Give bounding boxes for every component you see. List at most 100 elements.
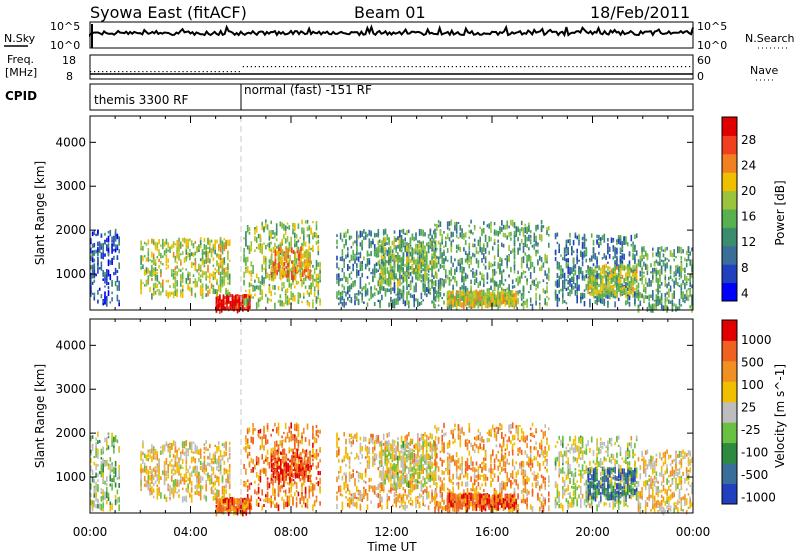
scatter-cell [100, 265, 103, 271]
scatter-cell [171, 464, 173, 468]
scatter-cell [354, 282, 356, 287]
scatter-cell [160, 269, 162, 274]
scatter-cell [248, 232, 251, 235]
scatter-cell [284, 238, 287, 244]
freq-trace [90, 66, 693, 75]
scatter-cell [259, 236, 262, 242]
freq-dot [685, 66, 687, 68]
scatter-cell [361, 297, 363, 301]
scatter-cell [422, 251, 424, 259]
scatter-cell [97, 229, 99, 234]
scatter-cell [580, 299, 582, 304]
scatter-cell [439, 292, 442, 297]
scatter-cell [422, 279, 424, 282]
scatter-cell [544, 298, 546, 305]
scatter-cell [140, 266, 142, 270]
scatter-cell [634, 245, 636, 252]
scatter-cell [644, 287, 647, 294]
scatter-cell [580, 250, 582, 257]
freq-dot [307, 66, 309, 68]
scatter-cell [499, 228, 501, 234]
scatter-cell [390, 287, 392, 295]
scatter-cell [632, 241, 634, 246]
scatter-cell [398, 279, 401, 286]
scatter-cell [486, 291, 489, 296]
scatter-cell [599, 240, 602, 246]
scatter-cell [617, 297, 620, 302]
scatter-cell [93, 461, 96, 466]
scatter-cell [147, 251, 150, 257]
scatter-cell [116, 244, 119, 249]
scatter-cell [301, 284, 303, 288]
scatter-cell [104, 497, 106, 500]
scatter-cell [154, 290, 157, 295]
scatter-cell [434, 223, 436, 227]
scatter-cell [454, 224, 456, 231]
scatter-cell [231, 302, 234, 309]
scatter-cell [621, 266, 624, 271]
scatter-cell [664, 275, 667, 281]
scatter-cell [270, 248, 272, 253]
scatter-cell [443, 292, 445, 297]
scatter-cell [431, 247, 433, 252]
scatter-cell [257, 277, 260, 283]
scatter-cell [302, 253, 304, 259]
scatter-cell [147, 449, 150, 453]
scatter-cell [660, 282, 663, 285]
scatter-cell [216, 278, 218, 282]
scatter-cell [413, 259, 415, 265]
scatter-cell [641, 254, 643, 258]
scatter-cell [152, 270, 155, 276]
scatter-cell [147, 477, 150, 484]
scatter-cell [315, 241, 318, 245]
scatter-cell [513, 260, 516, 267]
scatter-cell [229, 301, 232, 304]
scatter-cell [95, 446, 97, 452]
scatter-cell [459, 293, 461, 300]
scatter-cell [513, 270, 516, 274]
scatter-cell [436, 262, 438, 268]
scatter-cell [610, 291, 613, 295]
scatter-cell [172, 480, 175, 486]
scatter-cell [422, 249, 424, 253]
scatter-cell [612, 245, 615, 250]
scatter-cell [599, 238, 602, 241]
scatter-cell [484, 292, 487, 296]
scatter-cell [378, 239, 381, 243]
scatter-cell [384, 242, 386, 246]
scatter-cell [546, 255, 548, 262]
scatter-cell [420, 292, 423, 300]
scatter-cell [143, 465, 146, 471]
scatter-cell [310, 260, 312, 265]
scatter-cell [118, 483, 120, 488]
scatter-cell [310, 285, 312, 292]
scatter-cell [359, 230, 362, 238]
scatter-cell [290, 242, 292, 248]
scatter-cell [118, 301, 120, 307]
scatter-cell [627, 292, 629, 295]
scatter-cell [288, 260, 291, 267]
scatter-cell [479, 290, 481, 293]
freq-dot [656, 66, 658, 68]
scatter-cell [626, 299, 629, 305]
scatter-cell [279, 295, 282, 299]
scatter-cell [429, 245, 432, 249]
scatter-cell [422, 276, 424, 280]
colorbar-segment [722, 172, 737, 192]
scatter-cell [627, 263, 629, 268]
scatter-cell [109, 483, 112, 487]
scatter-cell [113, 448, 115, 454]
scatter-cell [411, 270, 413, 274]
scatter-cell [639, 260, 642, 268]
freq-dot [210, 71, 212, 73]
scatter-cell [520, 238, 523, 244]
scatter-cell [650, 263, 652, 268]
scatter-cell [259, 284, 262, 291]
scatter-cell [441, 234, 443, 241]
scatter-cell [319, 266, 321, 271]
scatter-cell [450, 294, 452, 298]
scatter-cell [301, 219, 303, 225]
scatter-cell [91, 267, 94, 274]
scatter-cell [571, 267, 573, 274]
scatter-cell [151, 238, 153, 244]
